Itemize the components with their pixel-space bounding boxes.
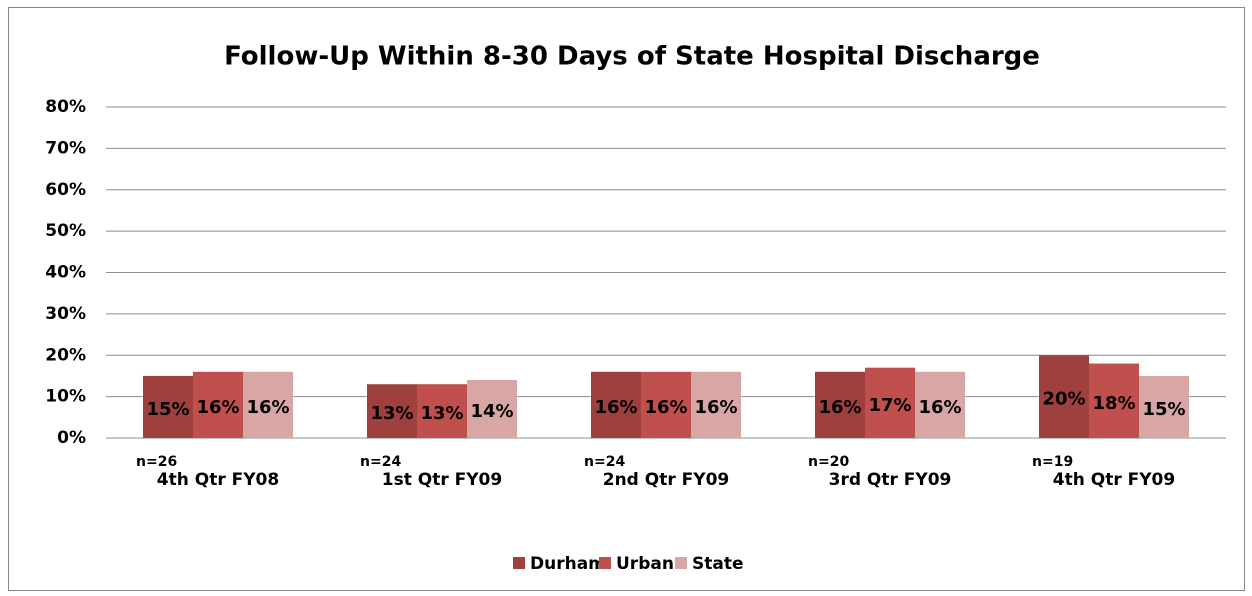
bar: [1089, 363, 1139, 438]
bar: [1039, 355, 1089, 438]
x-tick-label: 4th Qtr FY08: [157, 470, 279, 490]
legend-swatch: [675, 557, 687, 569]
chart-frame: [8, 7, 1245, 591]
annotation: n=20: [808, 454, 849, 470]
annotation: n=24: [360, 454, 401, 470]
data-label: 16%: [246, 397, 289, 418]
y-tick-label: 80%: [45, 97, 86, 117]
x-tick-label: 2nd Qtr FY09: [603, 470, 729, 490]
y-tick-label: 30%: [45, 304, 86, 324]
annotation: n=24: [584, 454, 625, 470]
bar: [915, 371, 965, 438]
data-label: 15%: [1142, 399, 1185, 420]
bar: [815, 371, 865, 438]
legend-label: Urban: [616, 554, 674, 574]
annotation: n=26: [136, 454, 177, 470]
y-tick-label: 10%: [45, 387, 86, 407]
data-label: 14%: [470, 401, 513, 422]
data-label: 16%: [594, 397, 637, 418]
bar: [1139, 375, 1189, 438]
data-label: 15%: [146, 399, 189, 420]
data-label: 16%: [918, 397, 961, 418]
bar: [467, 380, 517, 438]
data-label: 17%: [868, 395, 911, 416]
data-label: 16%: [694, 397, 737, 418]
x-tick-label: 3rd Qtr FY09: [829, 470, 952, 490]
bar: [243, 371, 293, 438]
legend-label: Durham: [530, 554, 606, 574]
data-label: 16%: [644, 397, 687, 418]
bar: [691, 371, 741, 438]
y-tick-label: 50%: [45, 221, 86, 241]
legend-swatch: [513, 557, 525, 569]
chart-title: Follow-Up Within 8-30 Days of State Hosp…: [224, 42, 1040, 72]
data-label: 13%: [420, 403, 463, 424]
y-tick-label: 60%: [45, 180, 86, 200]
y-tick-label: 40%: [45, 263, 86, 283]
legend-swatch: [599, 557, 611, 569]
y-tick-label: 70%: [45, 138, 86, 158]
bar: [591, 371, 641, 438]
data-label: 16%: [196, 397, 239, 418]
data-label: 20%: [1042, 389, 1085, 410]
bar: [865, 367, 915, 438]
x-tick-label: 1st Qtr FY09: [382, 470, 502, 490]
legend-label: State: [692, 554, 744, 574]
y-tick-label: 20%: [45, 345, 86, 365]
bar: [143, 375, 193, 438]
bar: [193, 371, 243, 438]
data-label: 13%: [370, 403, 413, 424]
data-label: 16%: [818, 397, 861, 418]
data-label: 18%: [1092, 393, 1135, 414]
annotation: n=19: [1032, 454, 1073, 470]
bar: [367, 384, 417, 438]
y-tick-label: 0%: [57, 428, 86, 448]
bar: [417, 384, 467, 438]
bar: [641, 371, 691, 438]
x-tick-label: 4th Qtr FY09: [1053, 470, 1175, 490]
